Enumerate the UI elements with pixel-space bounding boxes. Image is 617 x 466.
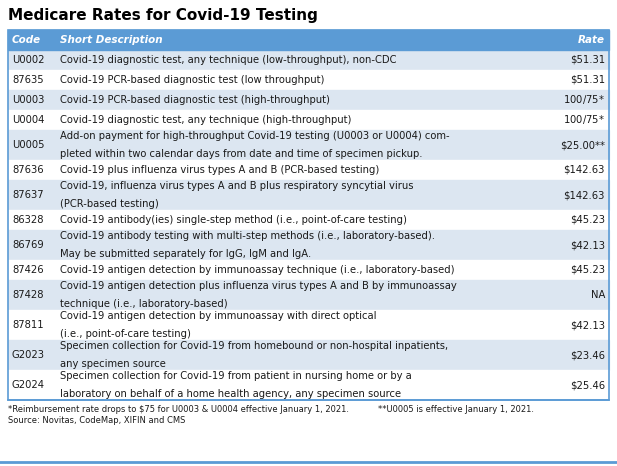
Text: 86769: 86769	[12, 240, 44, 250]
Text: (PCR-based testing): (PCR-based testing)	[60, 199, 159, 209]
Text: $51.31: $51.31	[570, 55, 605, 65]
Text: Covid-19 antigen detection by immunoassay with direct optical: Covid-19 antigen detection by immunoassa…	[60, 311, 376, 321]
Text: Covid-19 antibody testing with multi-step methods (i.e., laboratory-based).: Covid-19 antibody testing with multi-ste…	[60, 231, 435, 241]
Text: $25.46: $25.46	[570, 380, 605, 390]
Text: $42.13: $42.13	[570, 320, 605, 330]
Text: (i.e., point-of-care testing): (i.e., point-of-care testing)	[60, 329, 191, 339]
Text: 86328: 86328	[12, 215, 44, 225]
Bar	[8, 260, 609, 280]
Bar	[8, 70, 609, 90]
Bar	[8, 340, 609, 370]
Bar	[8, 110, 609, 130]
Text: Covid-19 antigen detection plus influenza virus types A and B by immunoassay: Covid-19 antigen detection plus influenz…	[60, 281, 457, 291]
Text: Code: Code	[12, 35, 41, 45]
Text: U0005: U0005	[12, 140, 44, 150]
Bar	[8, 30, 609, 400]
Text: 87637: 87637	[12, 190, 44, 200]
Text: Covid-19 antigen detection by immunoassay technique (i.e., laboratory-based): Covid-19 antigen detection by immunoassa…	[60, 265, 455, 275]
Text: NA: NA	[590, 290, 605, 300]
Text: G2024: G2024	[12, 380, 45, 390]
Text: 87428: 87428	[12, 290, 44, 300]
Bar	[8, 180, 609, 210]
Text: $23.46: $23.46	[570, 350, 605, 360]
Text: Covid-19, influenza virus types A and B plus respiratory syncytial virus: Covid-19, influenza virus types A and B …	[60, 181, 413, 191]
Text: U0002: U0002	[12, 55, 44, 65]
Text: technique (i.e., laboratory-based): technique (i.e., laboratory-based)	[60, 299, 228, 309]
Text: Medicare Rates for Covid-19 Testing: Medicare Rates for Covid-19 Testing	[8, 8, 318, 23]
Text: 87636: 87636	[12, 165, 44, 175]
Bar	[8, 210, 609, 230]
Bar	[8, 50, 609, 70]
Text: U0004: U0004	[12, 115, 44, 125]
Text: Rate: Rate	[578, 35, 605, 45]
Text: $142.63: $142.63	[563, 190, 605, 200]
Text: Add-on payment for high-throughput Covid-19 testing (U0003 or U0004) com-: Add-on payment for high-throughput Covid…	[60, 131, 450, 141]
Text: Short Description: Short Description	[60, 35, 163, 45]
Text: pleted within two calendar days from date and time of specimen pickup.: pleted within two calendar days from dat…	[60, 149, 423, 159]
Text: 87426: 87426	[12, 265, 44, 275]
Text: 87635: 87635	[12, 75, 44, 85]
Text: *Reimbursement rate drops to $75 for U0003 & U0004 effective January 1, 2021.: *Reimbursement rate drops to $75 for U00…	[8, 405, 349, 414]
Text: $45.23: $45.23	[570, 215, 605, 225]
Text: U0003: U0003	[12, 95, 44, 105]
Bar	[8, 160, 609, 180]
Bar	[8, 30, 609, 50]
Text: Covid-19 PCR-based diagnostic test (low throughput): Covid-19 PCR-based diagnostic test (low …	[60, 75, 325, 85]
Text: May be submitted separately for IgG, IgM and IgA.: May be submitted separately for IgG, IgM…	[60, 249, 311, 259]
Text: $100/$75*: $100/$75*	[563, 94, 605, 107]
Bar	[8, 230, 609, 260]
Text: Covid-19 plus influenza virus types A and B (PCR-based testing): Covid-19 plus influenza virus types A an…	[60, 165, 379, 175]
Text: any specimen source: any specimen source	[60, 359, 166, 369]
Bar	[8, 130, 609, 160]
Text: $25.00**: $25.00**	[560, 140, 605, 150]
Text: $42.13: $42.13	[570, 240, 605, 250]
Bar	[8, 280, 609, 310]
Bar	[8, 90, 609, 110]
Text: Source: Novitas, CodeMap, XIFIN and CMS: Source: Novitas, CodeMap, XIFIN and CMS	[8, 416, 185, 425]
Bar	[8, 310, 609, 340]
Text: Covid-19 antibody(ies) single-step method (i.e., point-of-care testing): Covid-19 antibody(ies) single-step metho…	[60, 215, 407, 225]
Text: laboratory on behalf of a home health agency, any specimen source: laboratory on behalf of a home health ag…	[60, 389, 401, 399]
Text: G2023: G2023	[12, 350, 45, 360]
Text: Specimen collection for Covid-19 from homebound or non-hospital inpatients,: Specimen collection for Covid-19 from ho…	[60, 341, 448, 351]
Text: $142.63: $142.63	[563, 165, 605, 175]
Text: **U0005 is effective January 1, 2021.: **U0005 is effective January 1, 2021.	[378, 405, 534, 414]
Text: Covid-19 diagnostic test, any technique (low-throughput), non-CDC: Covid-19 diagnostic test, any technique …	[60, 55, 397, 65]
Bar	[8, 370, 609, 400]
Text: Covid-19 diagnostic test, any technique (high-throughput): Covid-19 diagnostic test, any technique …	[60, 115, 351, 125]
Text: Covid-19 PCR-based diagnostic test (high-throughput): Covid-19 PCR-based diagnostic test (high…	[60, 95, 330, 105]
Text: Specimen collection for Covid-19 from patient in nursing home or by a: Specimen collection for Covid-19 from pa…	[60, 371, 412, 381]
Text: $51.31: $51.31	[570, 75, 605, 85]
Text: $100/$75*: $100/$75*	[563, 114, 605, 126]
Text: $45.23: $45.23	[570, 265, 605, 275]
Text: 87811: 87811	[12, 320, 44, 330]
